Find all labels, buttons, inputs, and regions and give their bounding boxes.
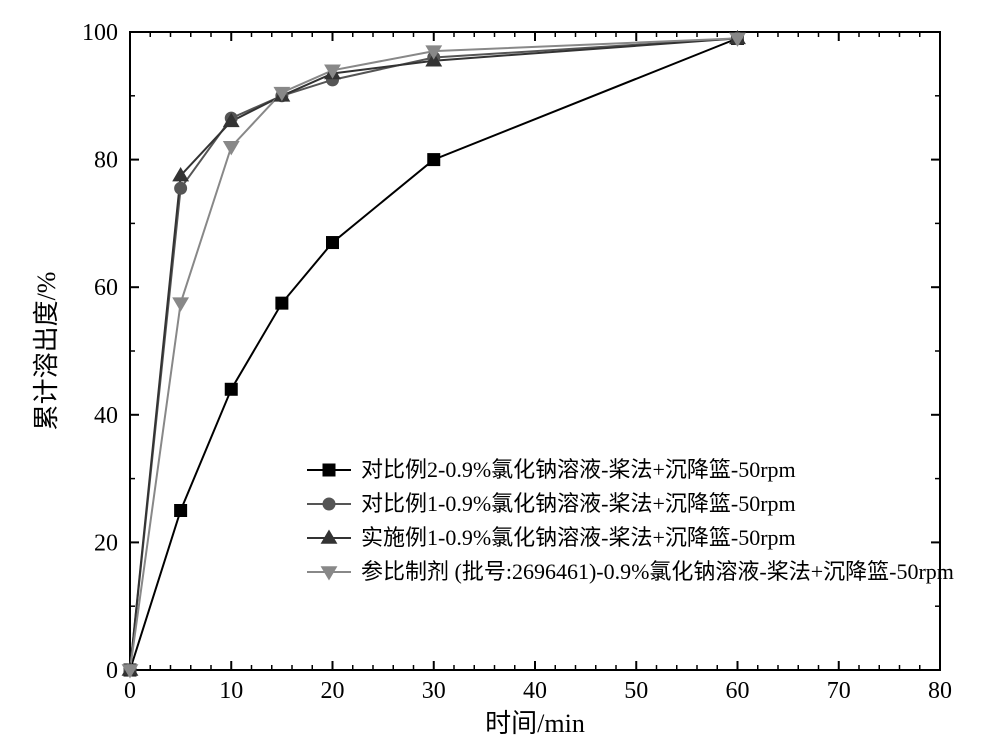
chart-svg: 0 10 20 30 40 50 60 70 80 0 20 40 60 80 100 时间/min 累计溶出度…: [0, 0, 1000, 753]
svg-text:40: 40: [523, 678, 547, 704]
svg-text:60: 60: [726, 678, 750, 704]
svg-text:100: 100: [82, 20, 118, 46]
dissolution-chart: 0 10 20 30 40 50 60 70 80 0 20 40 60 80 100 时间/min 累计溶出度…: [0, 0, 1000, 753]
svg-text:30: 30: [422, 678, 446, 704]
y-axis-label: 累计溶出度/%: [32, 272, 61, 431]
svg-text:80: 80: [928, 678, 952, 704]
svg-text:60: 60: [94, 275, 118, 301]
svg-text:40: 40: [94, 403, 118, 429]
svg-text:20: 20: [321, 678, 345, 704]
svg-text:参比制剂 (批号:2696461)-0.9%氯化钠溶液-桨法: 参比制剂 (批号:2696461)-0.9%氯化钠溶液-桨法+沉降篮-50rpm: [361, 559, 954, 584]
svg-text:10: 10: [219, 678, 243, 704]
legend-row-s4: 参比制剂 (批号:2696461)-0.9%氯化钠溶液-桨法+沉降篮-50rpm: [307, 559, 954, 584]
svg-text:20: 20: [94, 530, 118, 556]
svg-text:0: 0: [124, 678, 136, 704]
svg-text:80: 80: [94, 148, 118, 174]
svg-text:70: 70: [827, 678, 851, 704]
legend-row-s2: 对比例1-0.9%氯化钠溶液-桨法+沉降篮-50rpm: [307, 491, 796, 516]
legend-row-s3: 实施例1-0.9%氯化钠溶液-桨法+沉降篮-50rpm: [307, 525, 796, 550]
x-axis-label: 时间/min: [485, 709, 585, 738]
svg-text:对比例2-0.9%氯化钠溶液-桨法+沉降篮-50rpm: 对比例2-0.9%氯化钠溶液-桨法+沉降篮-50rpm: [361, 457, 796, 482]
svg-text:0: 0: [106, 658, 118, 684]
svg-text:实施例1-0.9%氯化钠溶液-桨法+沉降篮-50rpm: 实施例1-0.9%氯化钠溶液-桨法+沉降篮-50rpm: [361, 525, 796, 550]
svg-text:50: 50: [624, 678, 648, 704]
legend-row-s1: 对比例2-0.9%氯化钠溶液-桨法+沉降篮-50rpm: [307, 457, 796, 482]
svg-text:对比例1-0.9%氯化钠溶液-桨法+沉降篮-50rpm: 对比例1-0.9%氯化钠溶液-桨法+沉降篮-50rpm: [361, 491, 796, 516]
